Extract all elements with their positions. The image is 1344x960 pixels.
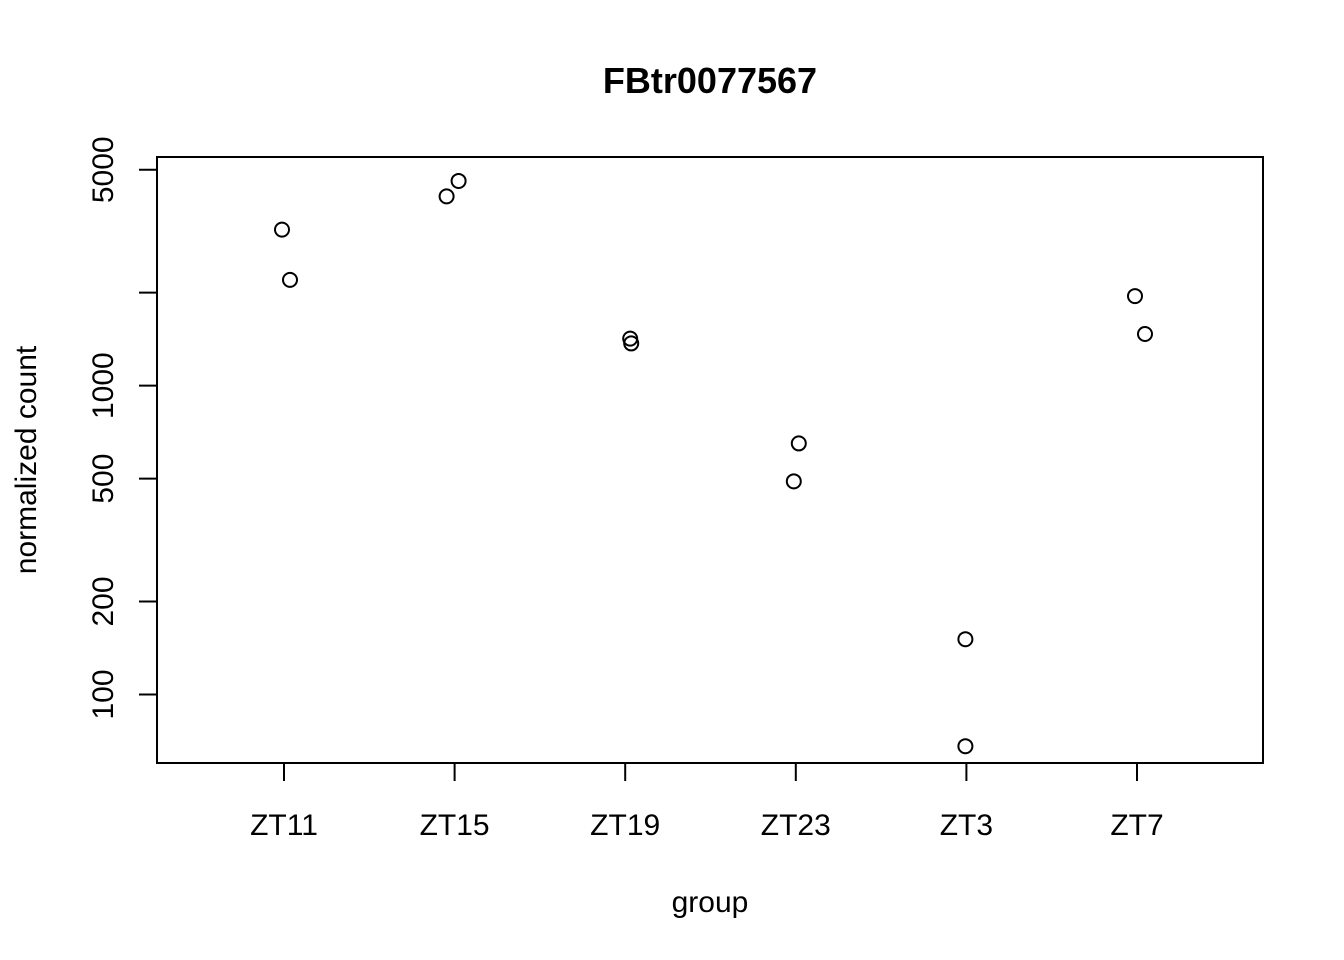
data-point-zt3 (957, 631, 974, 648)
y-axis-label: normalized count (10, 345, 43, 574)
data-point-zt11 (282, 271, 298, 288)
x-axis: ZT11 ZT15 ZT19 ZT23 ZT3 ZT7 (250, 763, 1164, 842)
data-point-zt15 (438, 188, 455, 205)
data-point-zt7 (1127, 288, 1143, 305)
chart-title: FBtr0077567 (603, 60, 817, 101)
data-point-zt3 (957, 738, 974, 755)
x-tick-label-zt11: ZT11 (250, 809, 318, 842)
x-tick-label-zt7: ZT7 (1110, 809, 1163, 842)
data-point-zt19 (623, 335, 640, 352)
data-point-zt23 (785, 473, 802, 490)
data-point-zt7 (1137, 325, 1153, 342)
data-point-zt11 (274, 221, 290, 238)
data-point-zt23 (790, 435, 807, 452)
x-axis-label: group (672, 886, 749, 919)
y-tick-label-1000: 1000 (87, 352, 120, 419)
y-tick-label-500: 500 (87, 454, 120, 504)
data-points (274, 172, 1153, 755)
data-point-zt15 (450, 172, 467, 189)
y-tick-label-200: 200 (87, 576, 120, 626)
x-tick-label-zt19: ZT19 (590, 809, 660, 842)
x-tick-label-zt15: ZT15 (420, 809, 490, 842)
y-tick-label-5000: 5000 (87, 136, 120, 203)
plot-area-frame (156, 156, 1264, 764)
y-tick-label-100: 100 (87, 669, 120, 719)
x-tick-label-zt3: ZT3 (940, 809, 993, 842)
y-axis: 100 200 500 1000 5000 (87, 136, 157, 720)
x-tick-label-zt23: ZT23 (761, 809, 831, 842)
